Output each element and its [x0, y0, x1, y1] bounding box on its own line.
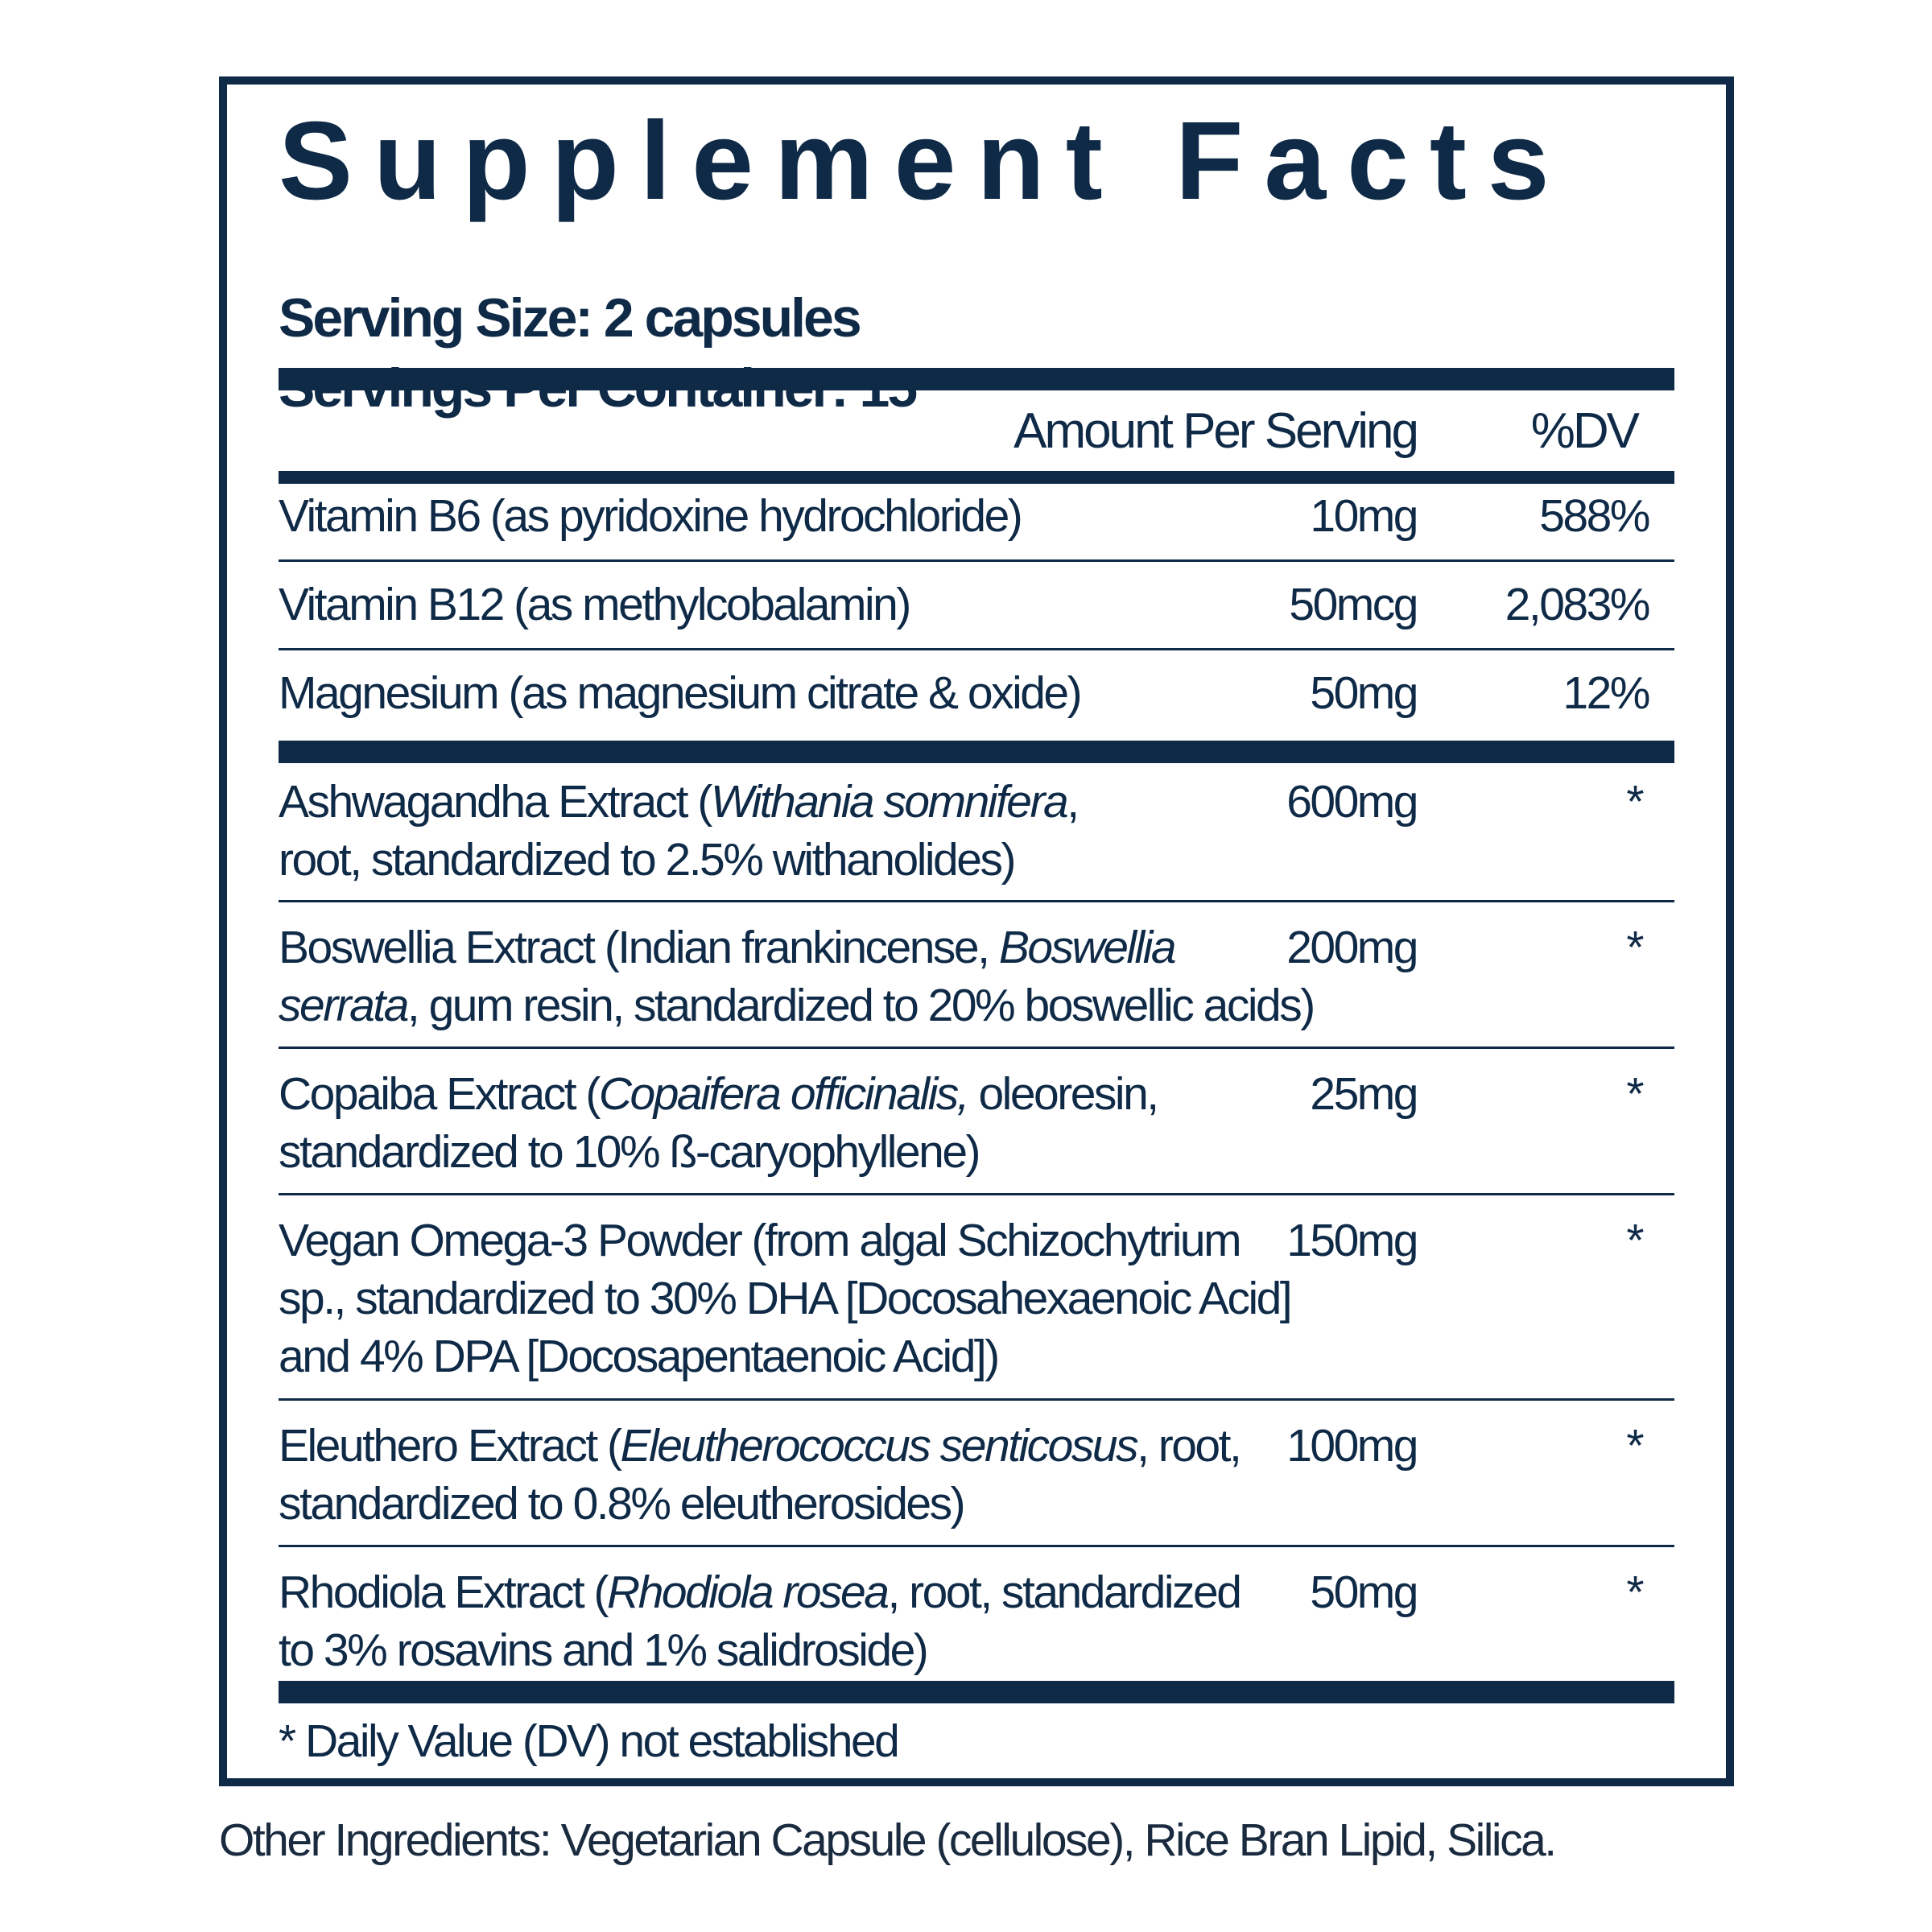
dv-footnote: * Daily Value (DV) not established	[279, 1715, 900, 1767]
row-divider	[279, 1545, 1674, 1547]
ingredient-name: Eleuthero Extract (Eleutherococcus senti…	[279, 1420, 1242, 1530]
ingredient-name: Boswellia Extract (Indian frankincense, …	[279, 922, 1315, 1031]
ingredient-dv: *	[1626, 1215, 1644, 1266]
row-divider	[279, 559, 1674, 562]
other-ingredients: Other Ingredients: Vegetarian Capsule (c…	[219, 1814, 1557, 1866]
ingredient-name: Vegan Omega-3 Powder (from algal Schizoc…	[279, 1215, 1293, 1382]
row-divider	[279, 1046, 1674, 1049]
ingredient-dv: *	[1626, 776, 1644, 828]
ingredient-name: Copaiba Extract (Copaifera officinalis, …	[279, 1068, 1159, 1178]
row-divider	[279, 1193, 1674, 1195]
rule-section-thick	[279, 741, 1674, 763]
ingredient-amount: 150mg	[1286, 1215, 1418, 1266]
rule-top-thick	[279, 368, 1674, 390]
nutrient-amount: 10mg	[1310, 490, 1418, 542]
nutrient-amount: 50mcg	[1289, 579, 1418, 630]
rule-bottom-thick	[279, 1681, 1674, 1703]
nutrient-amount: 50mg	[1310, 667, 1418, 719]
ingredient-amount: 100mg	[1286, 1420, 1418, 1472]
ingredient-name: Ashwagandha Extract (Withania somnifera,…	[279, 776, 1080, 886]
rule-header	[279, 471, 1674, 484]
nutrient-name: Magnesium (as magnesium citrate & oxide)	[279, 667, 1083, 719]
nutrient-dv: 2,083%	[1505, 579, 1651, 630]
panel-title: Supplement Facts	[279, 99, 1571, 223]
nutrient-name: Vitamin B12 (as methylcobalamin)	[279, 579, 911, 630]
column-header-amount: Amount Per Serving	[1013, 403, 1419, 459]
column-header-dv: %DV	[1530, 403, 1640, 459]
ingredient-name: Rhodiola Extract (Rhodiola rosea, root, …	[279, 1567, 1242, 1676]
row-divider	[279, 1398, 1674, 1401]
ingredient-amount: 200mg	[1286, 922, 1418, 973]
nutrient-dv: 588%	[1539, 490, 1650, 542]
ingredient-amount: 50mg	[1310, 1567, 1418, 1618]
row-divider	[279, 900, 1674, 902]
row-divider	[279, 648, 1674, 650]
ingredient-dv: *	[1626, 922, 1644, 973]
nutrient-name: Vitamin B6 (as pyridoxine hydrochloride)	[279, 490, 1023, 542]
ingredient-amount: 25mg	[1310, 1068, 1418, 1120]
serving-size: Serving Size: 2 capsules	[279, 287, 862, 349]
nutrient-dv: 12%	[1563, 667, 1650, 719]
supplement-facts-panel: Supplement Facts Serving Size: 2 capsule…	[219, 76, 1734, 1786]
ingredient-dv: *	[1626, 1068, 1644, 1120]
ingredient-dv: *	[1626, 1567, 1644, 1618]
ingredient-amount: 600mg	[1286, 776, 1418, 828]
ingredient-dv: *	[1626, 1420, 1644, 1472]
